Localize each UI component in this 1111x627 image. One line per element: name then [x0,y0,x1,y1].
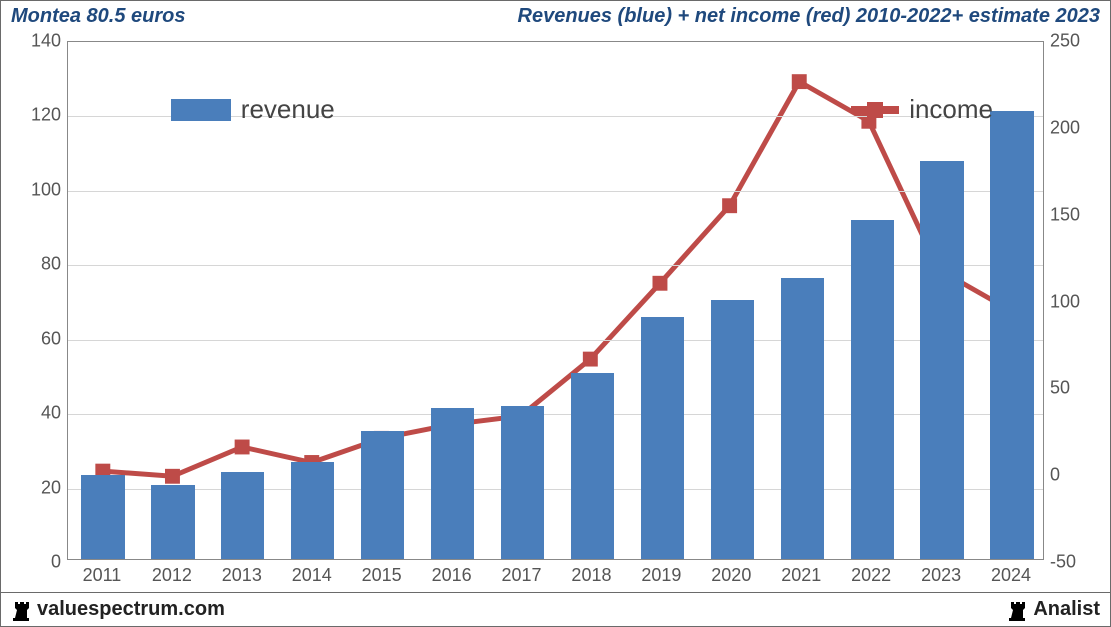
y-right-tick-label: -50 [1050,552,1100,573]
revenue-bar [711,300,754,559]
income-marker [792,74,807,89]
x-tick-label: 2019 [641,565,681,586]
legend-swatch-income [851,106,899,114]
x-tick-label: 2024 [991,565,1031,586]
income-marker [652,276,667,291]
revenue-bar [431,408,474,559]
revenue-bar [291,462,334,559]
y-left-tick-label: 100 [11,179,61,200]
income-marker [583,352,598,367]
footer-left-text: valuespectrum.com [37,598,225,621]
rook-icon [1007,599,1027,621]
revenue-bar [641,317,684,559]
x-tick-label: 2022 [851,565,891,586]
x-tick-label: 2020 [711,565,751,586]
chart-frame: Montea 80.5 euros Revenues (blue) + net … [0,0,1111,627]
y-left-tick-label: 0 [11,552,61,573]
x-tick-label: 2017 [502,565,542,586]
y-left-tick-label: 80 [11,254,61,275]
x-tick-label: 2014 [292,565,332,586]
footer-right-text: Analist [1033,598,1100,621]
gridline [68,414,1043,415]
footer-right: Analist [1007,598,1100,621]
x-tick-label: 2011 [83,565,122,586]
plot-area: revenue income [67,41,1044,560]
revenue-bar [221,472,264,559]
y-right-tick-label: 150 [1050,204,1100,225]
footer-row: valuespectrum.com Analist [1,592,1110,626]
plot-outer: revenue income 0 20 40 60 80 100 120 140 -50 0 50 10… [11,31,1100,590]
y-left-tick-label: 60 [11,328,61,349]
x-tick-label: 2012 [152,565,192,586]
y-right-tick-label: 0 [1050,465,1100,486]
rook-icon [11,599,31,621]
revenue-bar [851,220,894,559]
x-tick-label: 2021 [781,565,821,586]
y-right-tick-label: 100 [1050,291,1100,312]
legend-swatch-revenue [171,99,231,121]
revenue-bar [81,475,124,559]
revenue-bar [151,485,194,559]
title-left: Montea 80.5 euros [11,5,186,28]
revenue-bar [571,373,614,559]
y-right-tick-label: 250 [1050,31,1100,52]
y-right-tick-label: 50 [1050,378,1100,399]
x-tick-label: 2023 [921,565,961,586]
y-left-tick-label: 120 [11,105,61,126]
revenue-bar [990,111,1033,559]
title-right: Revenues (blue) + net income (red) 2010-… [518,5,1101,28]
revenue-bar [361,431,404,559]
income-marker [722,198,737,213]
gridline [68,265,1043,266]
x-tick-label: 2016 [432,565,472,586]
legend-label: revenue [241,94,335,125]
legend-item: revenue [171,94,335,125]
y-left-tick-label: 20 [11,477,61,498]
footer-left: valuespectrum.com [11,598,225,621]
gridline [68,191,1043,192]
x-tick-label: 2015 [362,565,402,586]
gridline [68,340,1043,341]
revenue-bar [781,278,824,559]
legend-item: income [851,94,993,125]
legend-label: income [909,94,993,125]
y-left-tick-label: 40 [11,403,61,424]
x-tick-label: 2018 [571,565,611,586]
income-marker [235,440,250,455]
revenue-bar [501,406,544,559]
y-left-tick-label: 140 [11,31,61,52]
gridline [68,489,1043,490]
title-row: Montea 80.5 euros Revenues (blue) + net … [1,1,1110,31]
y-right-tick-label: 200 [1050,117,1100,138]
income-marker [165,469,180,484]
revenue-bar [920,161,963,559]
x-tick-label: 2013 [222,565,262,586]
